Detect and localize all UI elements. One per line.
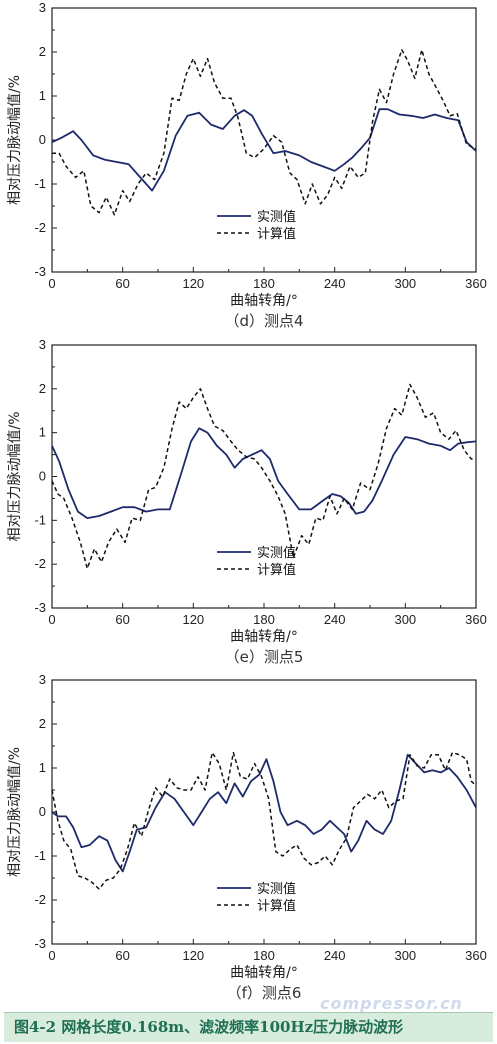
y-tick-label: 0 — [39, 132, 46, 147]
series-line-measured — [51, 427, 477, 519]
x-tick-label: 60 — [115, 276, 129, 291]
x-tick-label: 360 — [465, 276, 487, 291]
y-axis-label: 相对压力脉动幅值/% — [7, 75, 23, 205]
series-line-computed — [51, 751, 477, 890]
y-tick-label: -2 — [34, 892, 46, 907]
x-tick-label: 120 — [182, 948, 204, 963]
y-tick-label: 1 — [39, 88, 46, 103]
legend-label: 实测值 — [257, 545, 296, 561]
x-tick-label: 240 — [324, 612, 346, 627]
x-tick-label: 300 — [394, 612, 416, 627]
y-tick-label: 0 — [39, 804, 46, 819]
x-axis-label: 曲轴转角/° — [230, 965, 298, 981]
y-tick-label: -3 — [34, 264, 46, 279]
x-tick-label: 0 — [48, 948, 55, 963]
x-tick-label: 300 — [394, 948, 416, 963]
y-axis-label: 相对压力脉动幅值/% — [7, 747, 23, 877]
y-tick-label: 3 — [39, 337, 46, 352]
series-line-computed — [51, 383, 476, 570]
x-tick-label: 120 — [182, 612, 204, 627]
y-tick-label: -1 — [34, 512, 46, 527]
x-tick-label: 180 — [253, 276, 275, 291]
x-tick-label: 180 — [253, 948, 275, 963]
x-tick-label: 240 — [324, 948, 346, 963]
legend-label: 计算值 — [257, 226, 296, 242]
legend-label: 实测值 — [257, 209, 296, 225]
x-axis-label: 曲轴转角/° — [230, 629, 298, 645]
y-tick-label: 3 — [39, 0, 46, 15]
y-tick-label: 1 — [39, 425, 46, 440]
x-tick-label: 120 — [182, 276, 204, 291]
x-tick-label: 180 — [253, 612, 275, 627]
legend-label: 计算值 — [257, 562, 296, 578]
x-tick-label: 0 — [48, 612, 55, 627]
x-tick-label: 0 — [48, 276, 55, 291]
panel-caption: （d）测点4 — [224, 312, 303, 330]
x-tick-label: 60 — [115, 948, 129, 963]
y-tick-label: -1 — [34, 176, 46, 191]
y-tick-label: -2 — [34, 556, 46, 571]
series-line-computed — [52, 49, 477, 216]
watermark: compressor.cn — [320, 994, 463, 1013]
y-axis-label: 相对压力脉动幅值/% — [7, 411, 23, 541]
figure-caption: 图4-2 网格长度0.168m、滤波频率100Hz压力脉动波形 — [4, 1012, 493, 1042]
y-tick-label: 0 — [39, 469, 46, 484]
panel-caption: （f）测点6 — [227, 984, 302, 1002]
x-tick-label: 300 — [394, 276, 416, 291]
x-tick-label: 240 — [324, 276, 346, 291]
panel-caption: （e）测点5 — [225, 648, 304, 666]
x-tick-label: 360 — [465, 612, 487, 627]
y-tick-label: -1 — [34, 848, 46, 863]
series-line-measured — [51, 108, 477, 192]
chart-panel-1: 0 60 120 180 240 300 360 -3 -2 -1 0 1 2 3 曲轴转角/° 相对压力脉动… — [7, 0, 487, 330]
y-tick-label: 3 — [39, 672, 46, 687]
x-tick-label: 60 — [115, 612, 129, 627]
legend-label: 计算值 — [257, 898, 296, 914]
y-tick-label: -3 — [34, 600, 46, 615]
x-axis-label: 曲轴转角/° — [230, 293, 298, 309]
y-tick-label: -3 — [34, 936, 46, 951]
y-tick-label: 1 — [39, 760, 46, 775]
y-tick-label: 2 — [39, 44, 46, 59]
legend-label: 实测值 — [257, 881, 296, 897]
y-tick-label: 2 — [39, 381, 46, 396]
y-tick-label: 2 — [39, 716, 46, 731]
y-tick-label: -2 — [34, 220, 46, 235]
series-line-measured — [51, 753, 477, 873]
chart-panel-2: 0 60 120 180 240 300 360 -3 -2 -1 0 1 2 3 曲轴转角/° 相对压力脉动… — [7, 337, 487, 666]
x-tick-label: 360 — [465, 948, 487, 963]
chart-panel-3: 0 60 120 180 240 300 360 -3 -2 -1 0 1 2 3 曲轴转角/° 相对压力脉动… — [7, 672, 487, 1002]
